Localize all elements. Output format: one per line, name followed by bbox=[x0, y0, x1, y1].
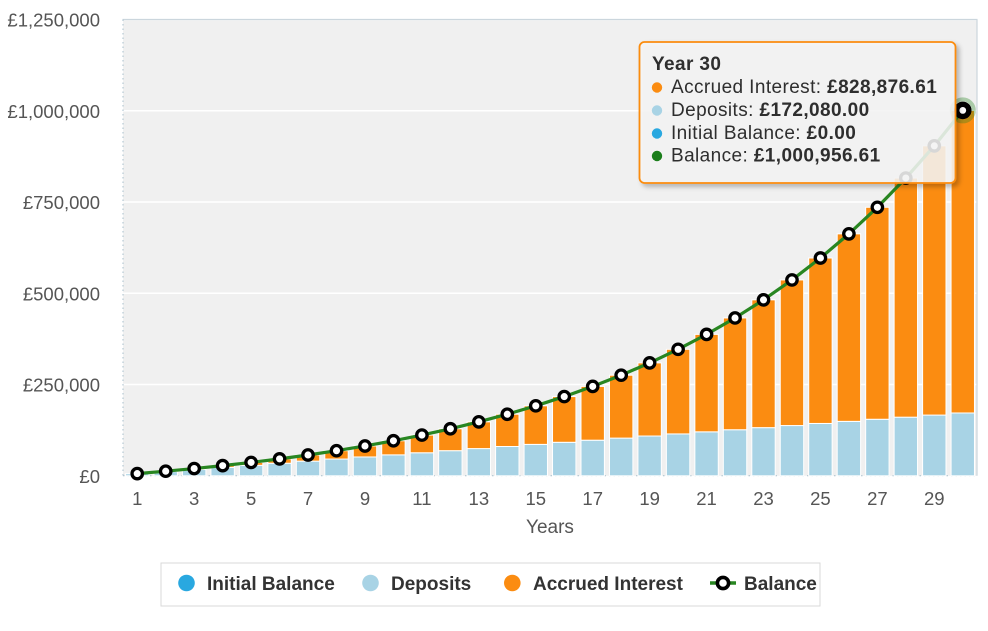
svg-text:Initial Balance: £0.00: Initial Balance: £0.00 bbox=[671, 123, 856, 144]
svg-text:Deposits: Deposits bbox=[391, 574, 471, 595]
svg-text:£1,000,000: £1,000,000 bbox=[7, 101, 100, 122]
svg-text:19: 19 bbox=[639, 488, 660, 509]
svg-text:£0: £0 bbox=[79, 466, 100, 487]
svg-text:£250,000: £250,000 bbox=[23, 375, 100, 396]
svg-text:23: 23 bbox=[753, 488, 774, 509]
svg-text:Accrued Interest: £828,876.61: Accrued Interest: £828,876.61 bbox=[671, 77, 937, 98]
svg-text:3: 3 bbox=[189, 488, 199, 509]
svg-text:21: 21 bbox=[696, 488, 717, 509]
svg-text:13: 13 bbox=[469, 488, 490, 509]
svg-text:Deposits: £172,080.00: Deposits: £172,080.00 bbox=[671, 100, 870, 121]
svg-text:1: 1 bbox=[132, 488, 142, 509]
svg-text:Balance: Balance bbox=[744, 574, 817, 595]
svg-text:5: 5 bbox=[246, 488, 256, 509]
svg-text:£750,000: £750,000 bbox=[23, 192, 100, 213]
svg-text:Years: Years bbox=[526, 517, 574, 538]
svg-text:Balance: £1,000,956.61: Balance: £1,000,956.61 bbox=[671, 146, 881, 167]
svg-text:9: 9 bbox=[360, 488, 370, 509]
svg-text:29: 29 bbox=[924, 488, 945, 509]
svg-text:7: 7 bbox=[303, 488, 313, 509]
svg-text:Accrued Interest: Accrued Interest bbox=[533, 574, 684, 595]
svg-text:27: 27 bbox=[867, 488, 888, 509]
svg-text:Year 30: Year 30 bbox=[652, 54, 721, 75]
svg-text:17: 17 bbox=[582, 488, 603, 509]
svg-text:15: 15 bbox=[525, 488, 546, 509]
svg-text:£500,000: £500,000 bbox=[23, 283, 100, 304]
svg-text:25: 25 bbox=[810, 488, 831, 509]
svg-text:£1,250,000: £1,250,000 bbox=[7, 10, 100, 31]
svg-text:11: 11 bbox=[412, 488, 431, 509]
svg-text:Initial Balance: Initial Balance bbox=[207, 574, 335, 595]
